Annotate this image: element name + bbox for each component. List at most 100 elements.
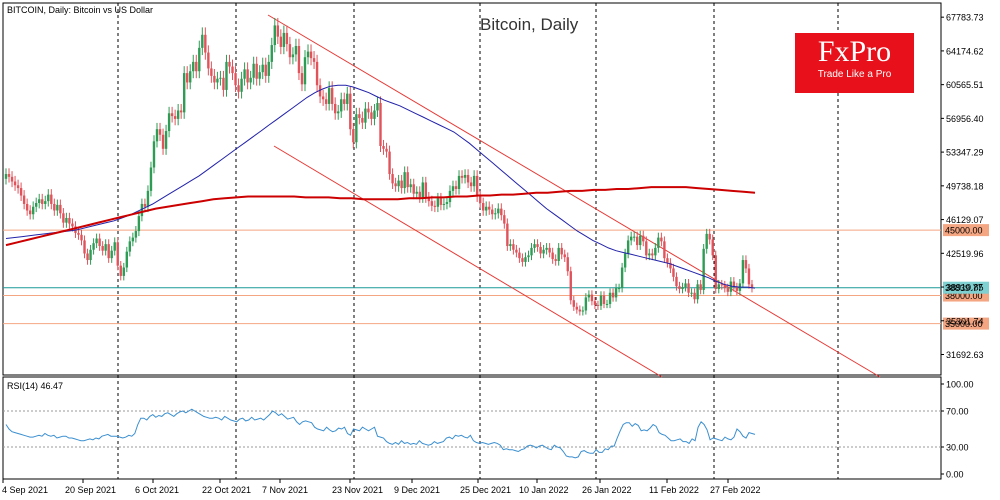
candle-body (750, 284, 754, 289)
candle-body (439, 198, 443, 205)
price-tick-label: 38910.85 (946, 283, 984, 293)
candle-body (648, 253, 651, 256)
current-price-tag (943, 281, 989, 294)
candle-body (176, 110, 180, 119)
candle-body (25, 203, 29, 211)
candle-body (623, 253, 627, 268)
candle-body (542, 249, 545, 254)
candle-body (228, 61, 231, 67)
candle-body (403, 172, 406, 189)
time-tick-label: 11 Feb 2022 (649, 485, 699, 495)
candle-body (95, 238, 98, 244)
candle-body (146, 190, 150, 207)
candle-body (128, 241, 132, 252)
candle-body (333, 103, 337, 114)
candle-body (204, 34, 207, 53)
trend-channel (267, 14, 881, 378)
candle-body (394, 183, 397, 187)
candle-body (400, 180, 403, 189)
candle-body (397, 180, 400, 187)
candle-body (433, 205, 437, 207)
candle-body (454, 186, 458, 189)
candle-body (309, 51, 313, 59)
candle-body (569, 271, 572, 301)
candle-body (744, 260, 748, 269)
time-tick-label: 23 Nov 2021 (332, 485, 383, 495)
candle-body (92, 243, 95, 250)
candle-body (279, 36, 283, 47)
candles (4, 17, 754, 316)
time-tick-label: 6 Oct 2021 (135, 485, 179, 495)
candle-body (539, 246, 542, 254)
rsi-panel (2, 376, 942, 480)
candle-body (140, 203, 144, 217)
rsi-tick-label: 100.00 (946, 380, 974, 390)
candle-body (488, 206, 491, 210)
candle-body (481, 203, 485, 211)
candle-body (620, 267, 624, 289)
candle-body (642, 235, 645, 242)
price-tick-label: 42519.96 (946, 249, 984, 259)
price-tick-label: 53347.29 (946, 148, 984, 158)
candle-body (629, 236, 633, 241)
candle-body (7, 174, 11, 177)
candle-body (557, 247, 560, 261)
candle-body (303, 57, 307, 85)
candle-body (696, 284, 699, 300)
candle-body (267, 61, 270, 76)
candle-body (485, 206, 488, 211)
candle-body (512, 244, 515, 250)
candle-body (524, 257, 527, 262)
moving-average-line (5, 186, 756, 247)
candle-body (367, 108, 370, 113)
candle-body (107, 244, 110, 259)
candle-body (617, 288, 621, 290)
candle-body (288, 44, 292, 58)
candle-body (732, 281, 736, 288)
candle-body (273, 25, 276, 46)
candle-body (651, 253, 654, 256)
candle-body (355, 114, 358, 143)
candle-body (412, 184, 415, 194)
candle-body (735, 287, 739, 291)
time-tick-label: 10 Jan 2022 (519, 485, 569, 495)
candle-body (385, 148, 388, 152)
candle-body (581, 310, 585, 312)
level-label: 45000.00 (945, 226, 983, 236)
candle-body (430, 201, 434, 206)
candle-body (113, 242, 116, 251)
candle-body (427, 197, 431, 202)
candle-body (361, 117, 364, 123)
moving-averages (5, 84, 756, 289)
candle-body (352, 129, 355, 143)
candle-body (104, 244, 107, 251)
time-tick-label: 9 Dec 2021 (394, 485, 440, 495)
candle-body (551, 252, 554, 260)
candle-body (720, 284, 723, 286)
candle-body (291, 54, 295, 58)
candle-body (693, 292, 696, 300)
candle-body (584, 297, 588, 311)
candle-body (249, 77, 252, 83)
candle-body (252, 63, 255, 78)
rsi-line (5, 408, 756, 459)
candle-body (717, 284, 720, 290)
candle-body (521, 258, 524, 262)
logo-brand: FxPro (817, 35, 892, 68)
candle-body (19, 188, 23, 196)
candle-body (173, 116, 177, 119)
candle-body (210, 68, 213, 76)
candle-body (645, 241, 648, 256)
candle-body (98, 238, 101, 247)
candle-body (554, 259, 557, 261)
candle-body (161, 134, 165, 149)
candle-body (358, 114, 361, 118)
candle-body (421, 182, 424, 198)
time-tick-label: 7 Nov 2021 (262, 485, 308, 495)
candle-body (469, 182, 473, 187)
price-tick-label: 35301.74 (946, 316, 984, 326)
rsi-tick-label: 0.00 (946, 470, 964, 480)
current-price-label: 38839.77 (945, 283, 983, 293)
fxpro-logo: FxPro Trade Like a Pro (795, 33, 914, 93)
rsi-axis: 100.00 70.00 30.00 0.00 (941, 380, 974, 480)
